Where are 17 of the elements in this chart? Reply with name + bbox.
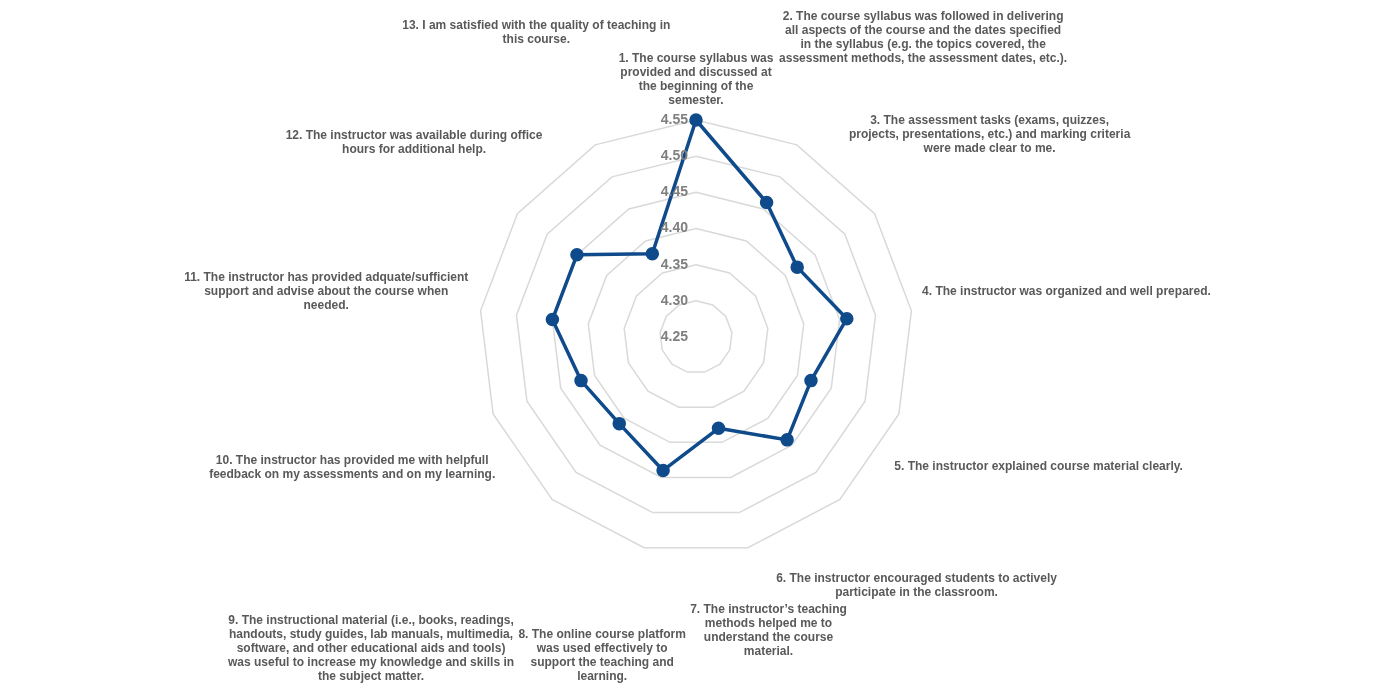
spoke-label: 9. The instructional material (i.e., books, readings, handouts, study guides, lab manuals, multimedia, software, and other educational aids and tools) was useful to increase my knowledge and skills in the subject matter. [226,613,515,684]
y-tick-label: 4.25 [660,327,689,344]
spoke-label: 1. The course syllabus was provided and discussed at the beginning of the semester. [618,51,774,108]
y-tick-label: 4.55 [660,110,689,127]
spoke-label: 2. The course syllabus was followed in delivering all aspects of the course and the dates specified in the syllabus (e.g. the topics covered, the assessment methods, the assessment dates, etc.). [779,9,1068,66]
spoke-label: 3. The assessment tasks (exams, quizzes, projects, presentations, etc.) and marking criteria were made clear to me. [848,112,1131,155]
spoke-label: 11. The instructor has provided adquate/sufficient support and advise about the course when needed. [184,270,469,313]
spoke-label: 7. The instructor’s teaching methods helped me to understand the course material. [690,602,847,659]
spoke-label: 10. The instructor has provided me with helpfull feedback on my assessments and on my learning. [209,452,496,481]
y-tick-label: 4.35 [660,255,689,272]
spoke-label: 12. The instructor was available during office hours for additional help. [285,127,543,156]
spoke-label: 5. The instructor explained course material clearly. [894,459,1183,474]
spoke-label: 6. The instructor encouraged students to actively participate in the classroom. [776,571,1058,600]
spoke-label: 8. The online course platform was used effectively to support the teaching and learning. [518,627,686,684]
y-tick-label: 4.30 [660,291,689,308]
spoke-label: 4. The instructor was organized and well prepared. [922,284,1211,299]
spoke-label: 13. I am satisfied with the quality of teaching in this course. [402,18,671,46]
